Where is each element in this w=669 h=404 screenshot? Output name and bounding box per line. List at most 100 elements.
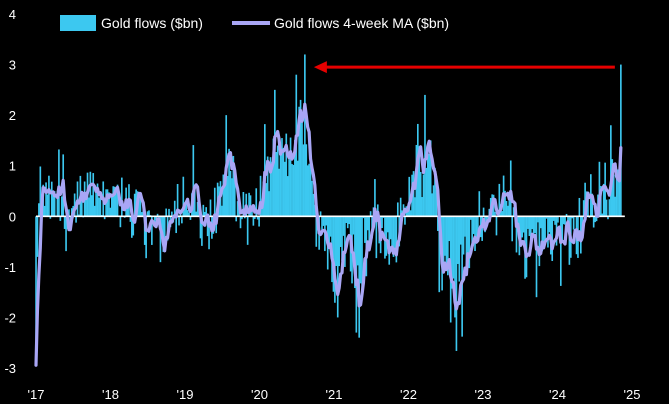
gold-flow-bar (595, 216, 598, 222)
gold-flow-bar (537, 216, 539, 223)
gold-flow-bar (205, 207, 208, 217)
y-tick-label: 4 (9, 7, 16, 22)
gold-flow-bar (465, 216, 468, 271)
gold-flow-bar (529, 216, 532, 243)
gold-flow-bar (252, 216, 255, 226)
gold-flow-bar (275, 152, 278, 217)
gold-flow-bar (541, 216, 544, 252)
gold-flow-bar (424, 94, 426, 217)
gold-flow-bar (139, 193, 142, 217)
gold-flow-bar (547, 216, 549, 248)
gold-flow-bar (203, 211, 206, 217)
gold-flow-bar (557, 216, 559, 223)
gold-flow-bar (419, 171, 422, 217)
gold-flow-bar (286, 176, 289, 217)
gold-flow-bar (348, 216, 350, 225)
gold-flow-bar (156, 213, 159, 217)
gold-flow-bar (80, 197, 83, 217)
gold-flow-bar (315, 216, 318, 247)
gold-flow-bar (106, 189, 109, 217)
gold-flow-bar (325, 216, 328, 226)
gold-flow-bar (56, 190, 59, 217)
gold-flow-bar (582, 200, 585, 217)
x-tick-label: '24 (549, 387, 566, 402)
gold-flow-bar (294, 139, 296, 217)
gold-flow-bar (58, 149, 60, 217)
legend-label-gold-flows: Gold flows ($bn) (101, 15, 203, 31)
gold-flow-bar (538, 216, 541, 267)
gold-flow-bar (258, 216, 260, 227)
x-tick-label: '18 (102, 387, 119, 402)
gold-flow-bar (504, 190, 506, 217)
gold-flow-bar (188, 212, 190, 217)
gold-flow-bar (442, 216, 445, 266)
gold-flow-bar (314, 204, 316, 217)
gold-flow-bar (425, 167, 428, 217)
gold-flow-bar (63, 216, 66, 229)
gold-flow-bar (422, 174, 425, 217)
gold-flow-bar (455, 216, 458, 351)
gold-flow-bar (92, 173, 95, 217)
y-tick-label: -1 (4, 260, 16, 275)
gold-flow-bar (299, 99, 302, 217)
gold-flow-bar (196, 202, 199, 217)
gold-flow-bar (395, 216, 398, 263)
gold-flow-bar (335, 216, 338, 266)
gold-flow-bar (362, 216, 365, 219)
gold-flow-bar (607, 216, 609, 220)
gold-flow-bar (391, 216, 393, 253)
gold-flow-bar (239, 216, 242, 229)
gold-flow-bar (38, 203, 40, 217)
gold-flow-bar (222, 174, 225, 217)
gold-flow-bar (321, 216, 323, 235)
gold-flow-bar (332, 216, 335, 292)
gold-flow-bar (587, 198, 589, 217)
gold-flow-bar (342, 216, 345, 236)
gold-flow-bar (248, 192, 250, 217)
gold-flow-bar (531, 216, 534, 230)
gold-flow-bar (305, 144, 308, 217)
gold-flow-bar (148, 210, 150, 217)
gold-flow-bar (467, 216, 469, 254)
gold-flow-bar (418, 146, 421, 217)
gold-flow-bar (618, 180, 621, 217)
gold-flow-bar (151, 216, 153, 245)
gold-flow-bar (457, 216, 459, 264)
gold-flow-bar (509, 160, 512, 217)
gold-flow-bar (478, 191, 481, 217)
gold-flow-bar (52, 191, 55, 217)
gold-flow-bar (242, 192, 245, 217)
gold-flow-bar (192, 145, 195, 217)
ma-line-series (34, 102, 623, 367)
gold-flow-bar (298, 106, 300, 217)
gold-flow-bar (264, 124, 266, 217)
gold-flow-bar (548, 216, 551, 233)
gold-flow-bar (459, 216, 462, 245)
gold-flow-bar (454, 216, 456, 318)
y-tick-label: -3 (4, 361, 16, 376)
gold-flow-bar (228, 148, 230, 217)
gold-flow-bar (344, 216, 346, 267)
gold-flow-bar (527, 216, 529, 229)
gold-flow-bar (311, 180, 313, 217)
gold-flow-bar (428, 153, 431, 217)
gold-flow-bar (472, 216, 475, 234)
gold-flow-bar (96, 183, 99, 217)
gold-flow-bar (43, 205, 46, 217)
gold-flow-bar (109, 207, 112, 217)
gold-flow-bar (515, 216, 518, 253)
gold-flow-bar (435, 176, 438, 217)
gold-flow-bar (271, 161, 273, 217)
gold-flow-bar (544, 216, 546, 243)
gold-flow-bar (554, 216, 556, 225)
gold-flow-bar (132, 216, 135, 236)
gold-flow-bar (322, 216, 325, 226)
gold-flow-bar (138, 199, 140, 217)
gold-flow-bar (268, 191, 270, 217)
gold-flow-bar (272, 138, 275, 217)
gold-flow-bar (469, 216, 472, 220)
gold-flow-bar (302, 144, 305, 217)
gold-flow-bar (511, 216, 514, 242)
gold-flow-bar (329, 216, 332, 237)
